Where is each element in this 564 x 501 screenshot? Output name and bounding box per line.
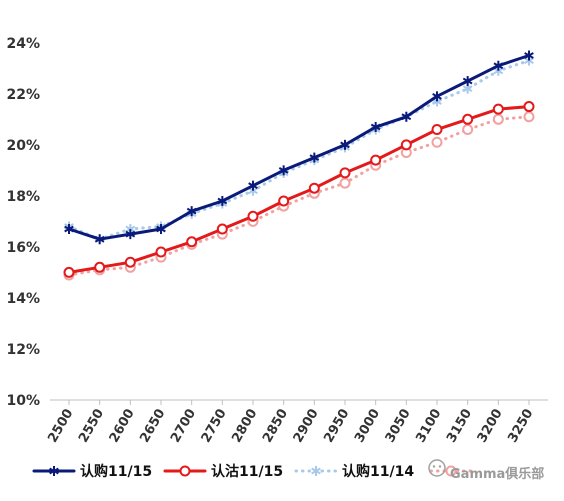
y-tick-label: 18%: [6, 189, 40, 205]
data-point: [524, 50, 534, 61]
data-point: [431, 124, 443, 136]
data-point: [186, 206, 197, 217]
data-point: [94, 261, 106, 273]
x-tick-label: 2650: [137, 407, 168, 446]
data-point: [124, 256, 136, 268]
series-2: [63, 101, 535, 278]
data-point: [247, 210, 259, 222]
x-tick-label: 3200: [475, 407, 506, 446]
y-tick-label: 10%: [6, 393, 40, 409]
axes: 10% 12% 14% 16% 18% 20% 22% 24% 2500 2550 2600 2650…: [6, 36, 548, 446]
watermark: Gamma俱乐部: [428, 459, 544, 482]
x-tick-label: 3250: [505, 407, 536, 446]
data-point: [492, 113, 504, 125]
series-line: [67, 115, 531, 277]
x-tick-label: 2850: [260, 407, 291, 446]
data-point: [309, 152, 320, 163]
x-tick-label: 2700: [168, 407, 199, 446]
data-point: [308, 182, 320, 194]
series-line: [67, 105, 531, 274]
y-axis: 10% 12% 14% 16% 18% 20% 22% 24%: [6, 36, 40, 409]
data-point: [492, 103, 504, 115]
y-tick-label: 24%: [6, 36, 40, 52]
legend-label: 认沽11/15: [211, 463, 283, 480]
legend-label: 认购11/15: [80, 463, 152, 480]
data-point: [63, 266, 75, 278]
data-point: [155, 246, 167, 258]
data-point: [462, 76, 473, 87]
data-point: [432, 91, 442, 102]
series-line: [67, 59, 531, 241]
data-point: [339, 167, 351, 179]
y-tick-label: 12%: [6, 342, 40, 358]
data-point: [493, 60, 504, 71]
legend-marker: [311, 466, 321, 476]
data-point: [523, 111, 535, 123]
legend-item: 认沽11/15: [163, 463, 283, 480]
legend-item: 认购11/15: [32, 463, 152, 480]
data-point: [400, 139, 412, 151]
series-1: [64, 50, 534, 245]
y-tick-label: 16%: [6, 240, 40, 256]
data-point: [370, 121, 381, 132]
data-point: [401, 111, 412, 122]
data-point: [278, 165, 289, 176]
data-point: [462, 113, 474, 125]
x-tick-label: 2500: [45, 407, 76, 446]
data-point: [370, 154, 382, 166]
data-point: [216, 223, 228, 235]
x-tick-label: 3100: [413, 407, 444, 446]
data-point: [125, 229, 136, 240]
data-point: [462, 124, 474, 136]
data-point: [94, 234, 105, 245]
y-tick-label: 22%: [6, 87, 40, 103]
y-tick-label: 14%: [6, 291, 40, 307]
data-point: [186, 236, 198, 248]
x-tick-label: 2750: [199, 407, 230, 446]
data-point: [523, 101, 535, 113]
legend-marker: [49, 466, 59, 476]
data-point: [217, 195, 228, 206]
x-tick-label: 3000: [352, 407, 383, 446]
legend: 认购11/15 认沽11/15 认购11/14: [32, 463, 473, 480]
data-point: [278, 195, 290, 207]
y-tick-label: 20%: [6, 138, 40, 154]
legend-marker: [445, 465, 457, 477]
data-point: [431, 136, 443, 148]
data-point: [340, 139, 350, 150]
series-line: [67, 54, 531, 241]
x-tick-label: 3050: [383, 407, 414, 446]
legend-label: 认购11/14: [342, 463, 414, 480]
watermark-text: Gamma俱乐部: [450, 466, 544, 482]
legend-marker: [179, 465, 191, 477]
x-tick-label: 2600: [107, 407, 138, 446]
x-tick-label: 2950: [321, 407, 352, 446]
legend-item: 认购11/14: [294, 463, 414, 480]
x-tick-label: 2900: [291, 407, 322, 446]
x-tick-label: 3150: [444, 407, 475, 446]
legend-item: [429, 465, 473, 477]
x-axis: 2500 2550 2600 2650 2700 2750 2800 2850 2900 2950…: [45, 399, 548, 446]
x-tick-label: 2800: [229, 407, 260, 446]
series-layer: [63, 50, 535, 281]
data-point: [248, 180, 258, 191]
wechat-icon: [428, 459, 446, 477]
data-point: [156, 224, 166, 235]
data-point: [64, 224, 74, 235]
x-tick-label: 2550: [76, 407, 107, 446]
data-point: [339, 177, 351, 189]
